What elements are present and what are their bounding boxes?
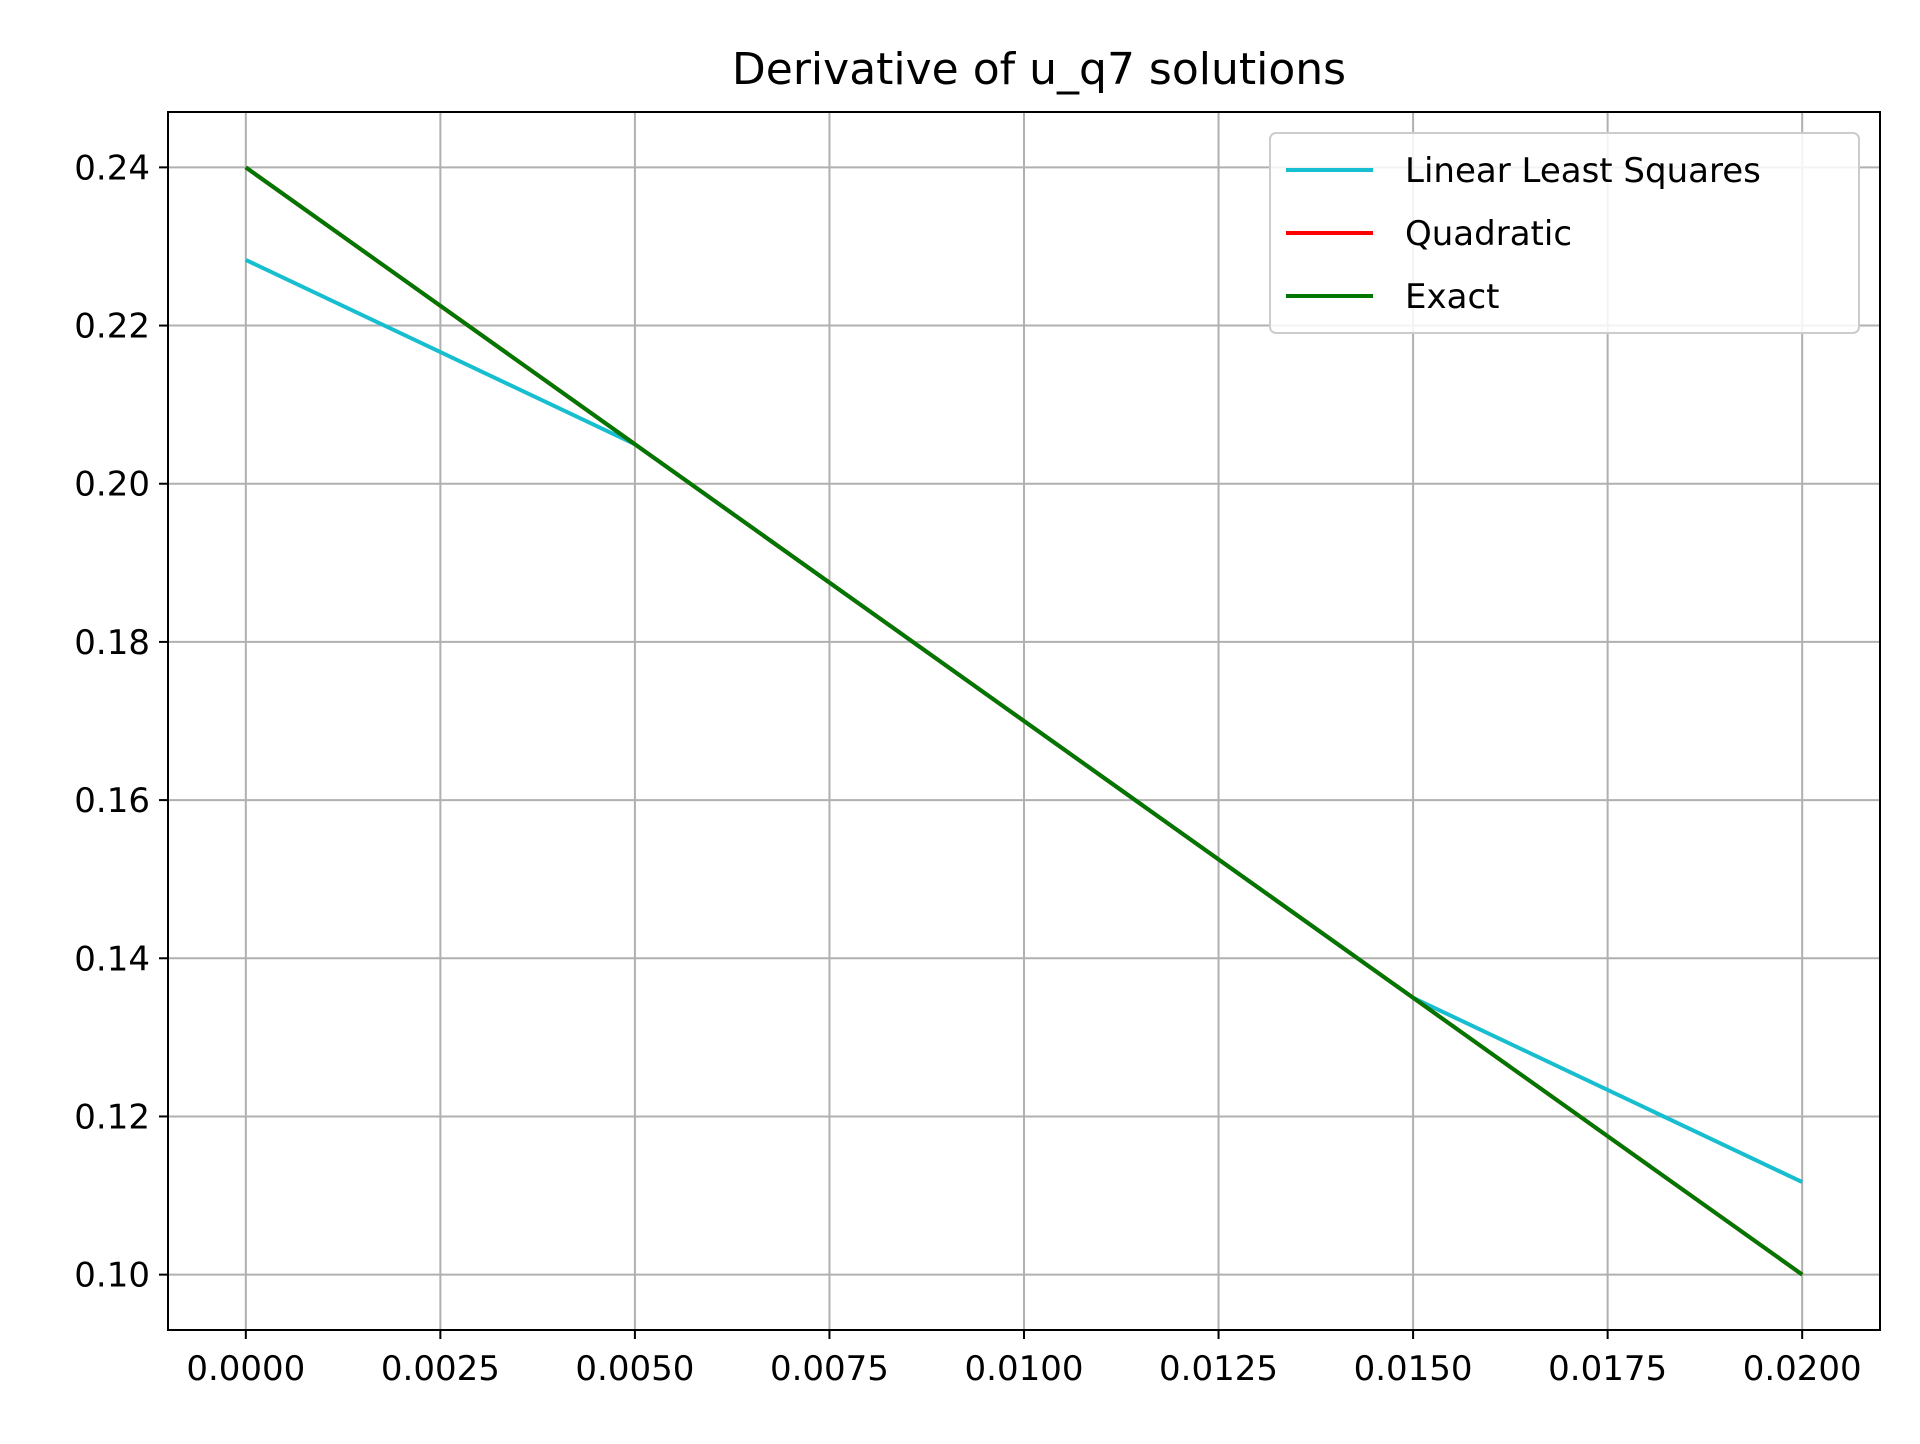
legend-label-exact: Exact <box>1405 277 1499 317</box>
x-tick-label: 0.0000 <box>186 1349 305 1389</box>
legend-box <box>1269 132 1860 334</box>
legend-label-quadratic: Quadratic <box>1405 214 1572 254</box>
y-tick-label: 0.14 <box>74 939 150 979</box>
chart-title: Derivative of u_q7 solutions <box>732 44 1346 95</box>
x-tick-label: 0.0075 <box>770 1349 889 1389</box>
y-tick-label: 0.18 <box>74 623 150 663</box>
y-tick-label: 0.24 <box>74 148 150 188</box>
x-tick-label: 0.0100 <box>965 1349 1084 1389</box>
y-tick-label: 0.10 <box>74 1256 150 1296</box>
x-axis: 0.0000 0.0025 0.0050 0.0075 0.0100 0.0125 0.01… <box>186 1330 1862 1389</box>
legend-label-linear-least-squares: Linear Least Squares <box>1405 151 1761 191</box>
series-line-exact <box>244 165 1804 1277</box>
x-tick-label: 0.0125 <box>1159 1349 1278 1389</box>
x-tick-label: 0.0175 <box>1548 1349 1667 1389</box>
y-tick-label: 0.12 <box>74 1097 150 1137</box>
x-tick-label: 0.0025 <box>381 1349 500 1389</box>
y-tick-label: 0.22 <box>74 307 150 347</box>
legend: Linear Least Squares Quadratic Exact <box>1269 132 1860 334</box>
x-tick-label: 0.0200 <box>1743 1349 1862 1389</box>
x-tick-label: 0.0150 <box>1354 1349 1473 1389</box>
y-tick-label: 0.16 <box>74 781 150 821</box>
plot-series <box>244 165 1804 1277</box>
y-axis: 0.10 0.12 0.14 0.16 0.18 0.20 0.22 0.24 <box>74 148 168 1296</box>
x-tick-label: 0.0050 <box>575 1349 694 1389</box>
y-tick-label: 0.20 <box>74 465 150 505</box>
